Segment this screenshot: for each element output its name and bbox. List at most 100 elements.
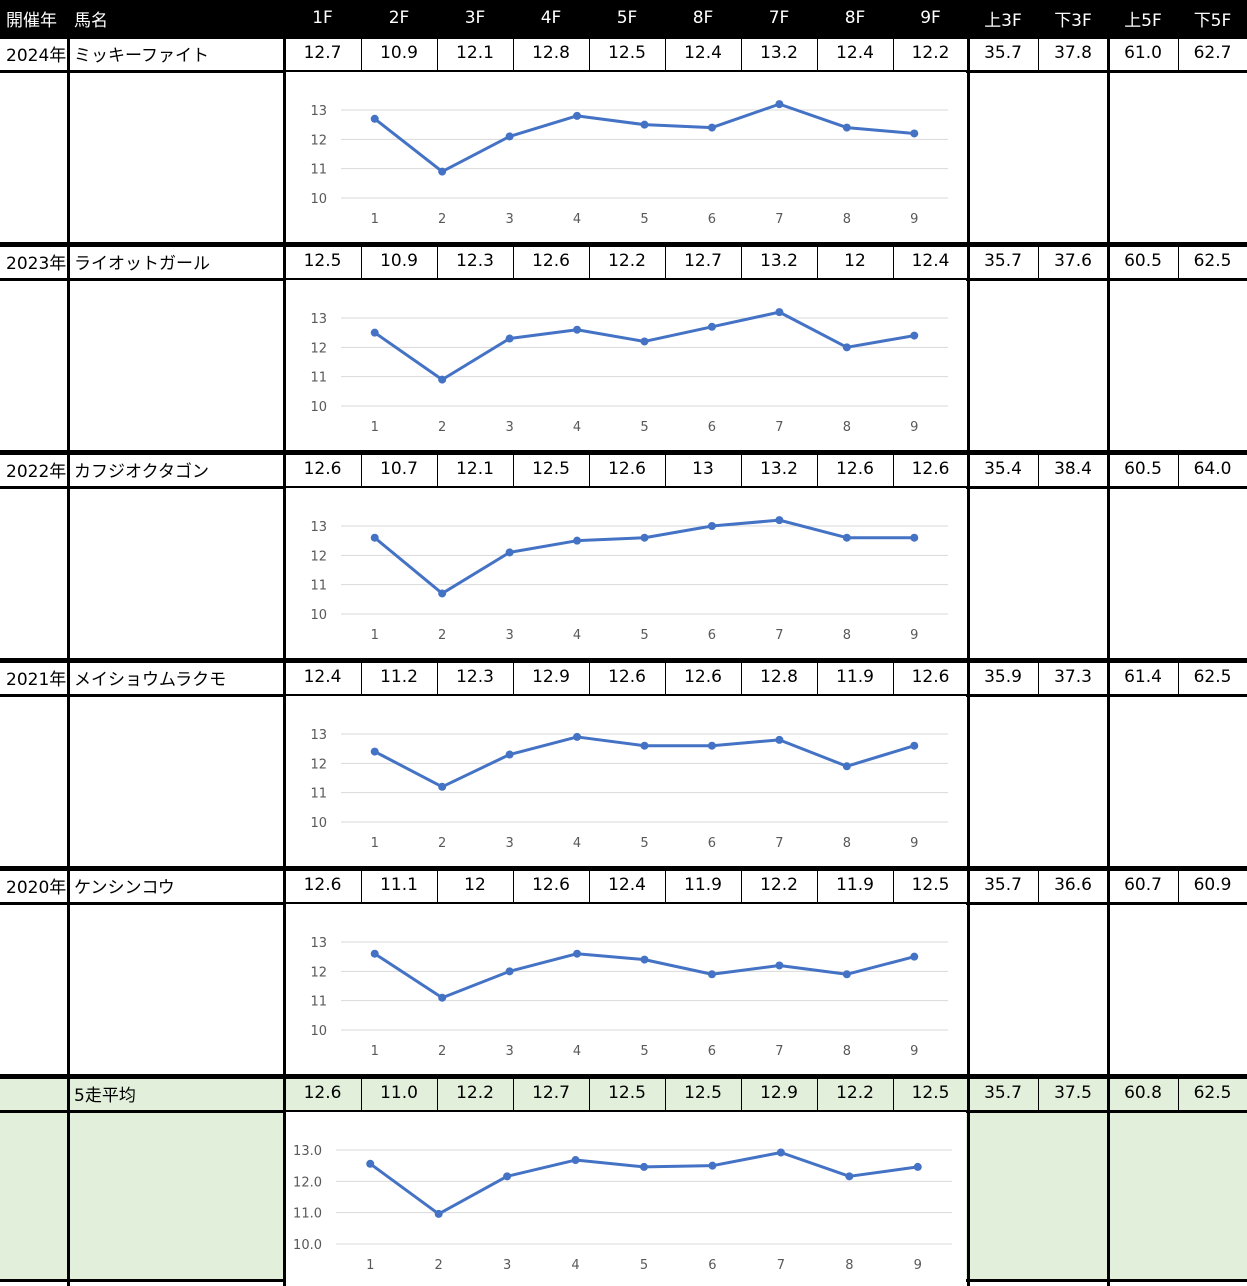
header-cell: 7F bbox=[768, 8, 790, 28]
column-separator bbox=[589, 869, 590, 903]
y-tick-label: 12 bbox=[310, 341, 327, 356]
column-separator bbox=[589, 453, 590, 487]
year-cell: 2022年 bbox=[6, 461, 67, 482]
data-point bbox=[571, 1156, 580, 1165]
data-point bbox=[707, 522, 716, 530]
header-cell: 馬名 bbox=[74, 10, 108, 31]
y-tick-label: 11 bbox=[310, 371, 327, 386]
header-cell: 8F bbox=[692, 8, 714, 28]
x-tick-label: 9 bbox=[910, 212, 918, 227]
data-point bbox=[505, 548, 514, 557]
lap-time-cell: 12.6 bbox=[911, 459, 950, 479]
x-tick-label: 5 bbox=[640, 1258, 648, 1273]
data-point bbox=[370, 114, 379, 123]
column-separator bbox=[361, 37, 362, 71]
column-separator bbox=[1038, 869, 1039, 903]
summary-cell: 35.7 bbox=[984, 251, 1022, 271]
lap-time-cell: 12.6 bbox=[532, 251, 570, 271]
column-separator bbox=[967, 904, 970, 1078]
data-point bbox=[438, 375, 447, 384]
column-separator bbox=[361, 661, 362, 695]
x-tick-label: 2 bbox=[435, 1258, 443, 1273]
x-tick-label: 2 bbox=[438, 836, 446, 851]
data-point bbox=[913, 1162, 922, 1171]
header-cell: 3F bbox=[464, 8, 486, 28]
x-tick-label: 7 bbox=[777, 1258, 785, 1273]
column-separator bbox=[437, 661, 438, 695]
column-separator bbox=[665, 453, 666, 487]
column-separator bbox=[67, 453, 70, 487]
lap-time-cell: 12.2 bbox=[456, 1083, 494, 1103]
lap-time-cell: 12.6 bbox=[836, 459, 874, 479]
column-separator bbox=[437, 245, 438, 279]
lap-chart: 10.0 11.0 12.0 13.0 1 2 3 4 5 6 7 8 9 bbox=[286, 1112, 966, 1282]
lap-time-cell: 12.7 bbox=[532, 1083, 570, 1103]
x-tick-label: 5 bbox=[640, 212, 648, 227]
column-separator bbox=[893, 453, 894, 487]
lap-time-cell: 12.4 bbox=[911, 251, 950, 271]
y-tick-label: 11 bbox=[310, 995, 327, 1010]
data-point bbox=[505, 132, 514, 141]
x-tick-label: 2 bbox=[438, 628, 446, 643]
summary-cell: 35.7 bbox=[984, 1083, 1022, 1103]
lap-time-cell: 12.6 bbox=[684, 667, 722, 687]
row-separator bbox=[0, 1110, 1247, 1113]
horse-name-cell: カフジオクタゴン bbox=[74, 461, 209, 482]
column-separator bbox=[67, 869, 70, 903]
data-point bbox=[910, 331, 919, 340]
summary-cell: 60.5 bbox=[1124, 459, 1162, 479]
column-separator bbox=[817, 869, 818, 903]
column-separator bbox=[283, 245, 286, 279]
x-tick-label: 4 bbox=[571, 1258, 579, 1273]
x-tick-label: 3 bbox=[505, 212, 513, 227]
y-tick-label: 13 bbox=[310, 936, 327, 951]
column-separator bbox=[513, 1077, 514, 1111]
data-point bbox=[438, 589, 447, 598]
y-tick-label: 10 bbox=[310, 400, 327, 415]
column-separator bbox=[1178, 245, 1179, 279]
column-separator bbox=[283, 1077, 286, 1111]
column-separator bbox=[1178, 1077, 1179, 1111]
column-separator bbox=[817, 1077, 818, 1111]
data-point bbox=[370, 949, 379, 958]
data-point bbox=[707, 970, 716, 979]
column-separator bbox=[1107, 904, 1110, 1078]
row-separator bbox=[0, 694, 1247, 697]
x-tick-label: 1 bbox=[371, 628, 379, 643]
header-cell: 5F bbox=[616, 8, 638, 28]
column-separator bbox=[817, 453, 818, 487]
lap-time-cell: 13.2 bbox=[760, 459, 798, 479]
column-separator bbox=[893, 245, 894, 279]
year-cell: 2023年 bbox=[6, 253, 67, 274]
lap-time-cell: 13 bbox=[692, 459, 714, 479]
year-cell: 2021年 bbox=[6, 669, 67, 690]
column-separator bbox=[589, 37, 590, 71]
row-separator bbox=[0, 868, 1247, 871]
lap-time-cell: 12.5 bbox=[608, 1083, 646, 1103]
lap-chart: 10 11 12 13 1 2 3 4 5 6 7 8 9 bbox=[286, 280, 966, 450]
summary-cell: 35.7 bbox=[984, 875, 1022, 895]
column-separator bbox=[967, 869, 970, 903]
y-tick-label: 10 bbox=[310, 1024, 327, 1039]
data-point bbox=[438, 993, 447, 1002]
series-line bbox=[373, 102, 915, 174]
data-point bbox=[640, 1162, 648, 1171]
column-separator bbox=[437, 37, 438, 71]
row-separator bbox=[0, 36, 1247, 39]
data-point bbox=[640, 120, 649, 129]
row-separator bbox=[0, 902, 1247, 905]
lap-chart: 10 11 12 13 1 2 3 4 5 6 7 8 9 bbox=[286, 904, 966, 1074]
column-separator bbox=[67, 661, 70, 695]
lap-time-cell: 11.9 bbox=[684, 875, 722, 895]
data-point bbox=[775, 516, 784, 525]
summary-cell: 35.4 bbox=[984, 459, 1022, 479]
summary-cell: 37.5 bbox=[1054, 1083, 1092, 1103]
lap-chart: 10 11 12 13 1 2 3 4 5 6 7 8 9 bbox=[286, 696, 966, 866]
row-separator bbox=[0, 242, 1247, 245]
column-separator bbox=[1038, 453, 1039, 487]
data-point bbox=[707, 322, 716, 331]
data-point bbox=[370, 328, 379, 337]
summary-cell: 37.6 bbox=[1054, 251, 1092, 271]
summary-cell: 37.3 bbox=[1054, 667, 1092, 687]
